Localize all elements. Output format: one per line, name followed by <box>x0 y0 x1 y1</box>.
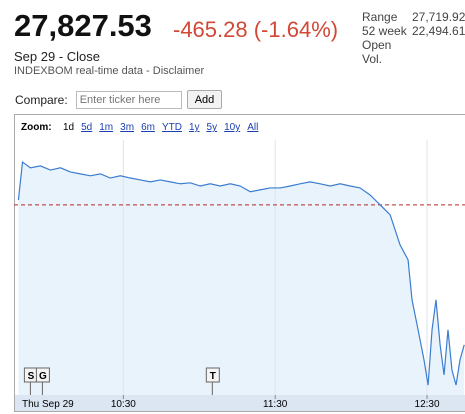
zoom-label: Zoom: <box>21 122 52 133</box>
flag-label: G <box>39 371 47 382</box>
area-fill <box>18 162 465 395</box>
zoom-option[interactable]: 5d <box>81 122 92 133</box>
source-text: INDEXBOM real-time data - <box>14 65 153 77</box>
price: 27,827.53 <box>14 8 152 43</box>
data-source: INDEXBOM real-time data - Disclaimer <box>14 65 204 77</box>
zoom-option[interactable]: 10y <box>224 122 240 133</box>
x-tick-label: 12:30 <box>415 399 440 410</box>
zoom-option[interactable]: 1y <box>189 122 200 133</box>
x-axis-label: Thu Sep 29 <box>22 399 74 410</box>
stat-row: Open <box>362 38 465 52</box>
ticker-input[interactable] <box>75 90 182 109</box>
compare-label: Compare: <box>15 92 68 107</box>
stat-row: Range 27,719.92 <box>362 10 465 24</box>
flag-label: T <box>210 371 216 382</box>
flag-label: S <box>28 371 35 382</box>
quote-date: Sep 29 - Close <box>14 49 100 64</box>
zoom-option[interactable]: 5y <box>207 122 218 133</box>
compare-bar: Compare: Add <box>15 90 223 109</box>
zoom-option[interactable]: All <box>247 122 258 133</box>
x-tick-label: 10:30 <box>111 399 136 410</box>
stat-label: Open <box>362 38 392 52</box>
flag[interactable] <box>205 367 220 383</box>
zoom-option[interactable]: YTD <box>162 122 182 133</box>
stats: Range 27,719.92 52 week 22,494.61 Open Vol. <box>362 10 465 66</box>
stat-label: 52 week <box>362 24 407 38</box>
zoom-option[interactable]: 3m <box>120 122 134 133</box>
stat-value: 22,494.61 <box>412 24 465 38</box>
time-axis <box>15 395 465 411</box>
price-change: -465.28 (-1.64%) <box>173 17 339 42</box>
stat-label: Vol. <box>362 52 383 66</box>
stat-row: 52 week 22,494.61 <box>362 24 465 38</box>
zoom-option[interactable]: 1d <box>63 122 74 133</box>
stat-row: Vol. <box>362 52 465 66</box>
flag[interactable] <box>35 367 50 383</box>
zoom-option[interactable]: 6m <box>141 122 155 133</box>
disclaimer-link[interactable]: Disclaimer <box>152 65 205 77</box>
stat-value: 27,719.92 <box>412 10 465 24</box>
x-tick-label: 11:30 <box>263 399 288 410</box>
price-line <box>17 160 465 386</box>
stat-label: Range <box>362 10 398 24</box>
add-button[interactable]: Add <box>186 90 223 109</box>
zoom-option[interactable]: 1m <box>99 122 113 133</box>
